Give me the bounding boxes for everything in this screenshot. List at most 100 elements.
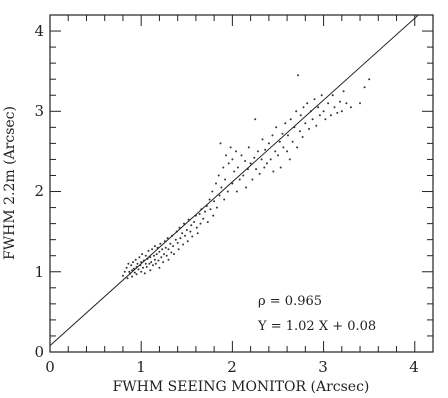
data-point	[193, 221, 196, 223]
data-point	[189, 230, 192, 233]
data-point	[281, 132, 284, 135]
data-point	[313, 98, 316, 101]
data-point	[277, 154, 279, 157]
data-point	[131, 275, 134, 278]
y-tick-label-2: 2	[34, 182, 44, 200]
data-point	[333, 106, 336, 109]
data-point	[324, 118, 327, 121]
data-point	[318, 114, 321, 117]
data-point	[206, 221, 209, 223]
data-point	[286, 150, 289, 153]
data-point	[219, 142, 222, 145]
data-point	[339, 100, 341, 103]
data-point	[158, 266, 161, 269]
data-point	[342, 90, 345, 93]
data-point	[297, 74, 299, 77]
data-point	[278, 140, 281, 143]
data-point	[209, 208, 212, 211]
data-point	[251, 178, 254, 181]
data-point	[331, 94, 334, 97]
data-point	[368, 78, 371, 81]
data-point	[287, 134, 289, 137]
data-point	[143, 272, 146, 275]
data-point	[238, 178, 241, 181]
data-point	[282, 146, 285, 149]
y-tick-label-3: 3	[34, 102, 44, 120]
data-point	[174, 238, 177, 241]
data-point	[289, 118, 292, 121]
data-point	[148, 262, 151, 265]
data-point	[167, 258, 170, 261]
data-point	[261, 138, 264, 141]
data-point	[169, 242, 172, 245]
data-point	[132, 261, 134, 264]
data-point	[181, 232, 184, 235]
data-point	[141, 253, 144, 256]
data-point	[222, 166, 225, 169]
data-point	[166, 237, 169, 240]
data-point	[255, 168, 258, 171]
x-tick-label-3: 3	[318, 358, 328, 376]
data-point	[229, 146, 232, 149]
data-point	[340, 110, 343, 113]
data-point	[149, 256, 152, 259]
y-tick-label-0: 0	[34, 343, 44, 361]
equation-annotation: Y = 1.02 X + 0.08	[257, 319, 376, 334]
data-point	[269, 158, 272, 161]
data-point	[233, 170, 236, 173]
data-point	[130, 264, 133, 267]
data-point	[144, 254, 147, 257]
data-point	[298, 130, 301, 133]
data-point	[163, 253, 165, 256]
data-point	[304, 122, 307, 125]
data-point	[301, 136, 304, 138]
fit-line	[49, 14, 419, 346]
data-point	[147, 249, 150, 252]
data-point	[225, 154, 227, 157]
x-tick-label-4: 4	[409, 358, 419, 376]
data-point	[134, 258, 137, 261]
data-point	[271, 134, 274, 137]
data-point	[264, 148, 267, 151]
data-point	[137, 268, 140, 271]
data-point	[249, 162, 252, 165]
data-point	[231, 158, 234, 161]
data-point	[140, 270, 143, 273]
data-point	[267, 142, 270, 145]
x-axis-label: FWHM SEEING MONITOR (Arcsec)	[113, 379, 370, 395]
y-tick-label-4: 4	[34, 22, 44, 40]
data-point	[208, 198, 211, 201]
data-point	[224, 178, 227, 181]
data-point	[170, 251, 173, 254]
data-point	[256, 150, 259, 153]
data-point	[272, 170, 275, 173]
data-point	[336, 111, 339, 114]
data-point	[159, 242, 162, 245]
data-point	[322, 110, 325, 113]
data-point	[236, 166, 239, 169]
data-point	[242, 174, 245, 177]
data-point	[359, 102, 361, 105]
data-point	[152, 264, 154, 267]
data-point	[195, 226, 198, 229]
data-point	[178, 226, 181, 229]
data-point	[220, 186, 223, 189]
data-point	[215, 206, 218, 209]
data-point	[172, 245, 175, 248]
data-point	[138, 256, 141, 259]
data-point	[349, 106, 352, 109]
data-point	[302, 106, 305, 109]
data-point	[274, 150, 277, 153]
data-point	[284, 122, 287, 125]
rho-annotation: ρ = 0.965	[258, 294, 322, 309]
data-point	[122, 274, 124, 277]
data-point	[244, 160, 247, 162]
data-point	[157, 259, 160, 262]
data-point	[235, 150, 237, 153]
data-point	[151, 248, 154, 251]
data-point	[126, 277, 129, 280]
x-tick-label-2: 2	[227, 358, 237, 376]
data-point	[279, 166, 282, 169]
data-point	[231, 182, 234, 185]
